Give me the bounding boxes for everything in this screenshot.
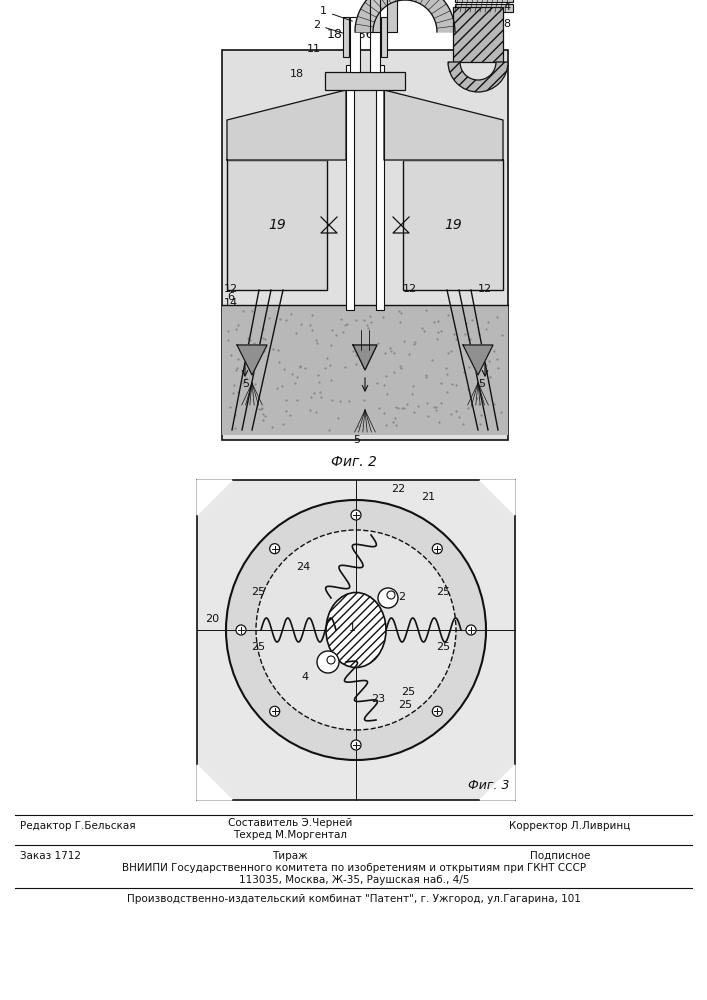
Text: 25: 25 (436, 587, 450, 597)
Text: Техред М.Моргентал: Техред М.Моргентал (233, 830, 347, 840)
Text: Фиг. 2: Фиг. 2 (331, 455, 377, 469)
Circle shape (432, 706, 443, 716)
Text: 19: 19 (268, 218, 286, 232)
Text: 4: 4 (503, 2, 510, 12)
Text: 18: 18 (290, 69, 304, 79)
Text: 1816867: 1816867 (326, 27, 382, 40)
Text: 22: 22 (391, 484, 405, 494)
Polygon shape (355, 0, 455, 32)
Circle shape (256, 530, 456, 730)
Text: 2: 2 (398, 592, 405, 602)
Text: 12: 12 (478, 284, 492, 294)
Text: 6: 6 (227, 292, 234, 302)
Bar (350, 17, 360, 72)
Bar (343, 17, 349, 57)
Text: 25: 25 (436, 642, 450, 652)
Circle shape (351, 510, 361, 520)
Text: 5: 5 (242, 379, 249, 389)
Text: 21: 21 (421, 492, 435, 502)
Text: 113035, Москва, Ж-35, Раушская наб., 4/5: 113035, Москва, Ж-35, Раушская наб., 4/5 (239, 875, 469, 885)
Text: Тираж: Тираж (272, 851, 308, 861)
Polygon shape (227, 90, 346, 160)
Bar (455, 0, 513, 2)
Text: ВНИИПИ Государственного комитета по изобретениям и открытиям при ГКНТ СССР: ВНИИПИ Государственного комитета по изоб… (122, 863, 586, 873)
Text: 1: 1 (320, 6, 352, 21)
Wedge shape (448, 62, 508, 92)
Circle shape (236, 625, 246, 635)
Text: Подписное: Подписное (530, 851, 590, 861)
Text: 4: 4 (301, 672, 308, 682)
Polygon shape (384, 90, 503, 160)
Bar (387, 0, 397, 32)
Bar (381, 17, 387, 57)
Circle shape (317, 651, 339, 673)
Text: 5: 5 (478, 379, 485, 389)
Text: 25: 25 (398, 700, 412, 710)
Text: 2: 2 (313, 20, 344, 33)
Text: 1: 1 (349, 623, 356, 633)
Text: Редактор Г.Бельская: Редактор Г.Бельская (20, 821, 136, 831)
Text: 9: 9 (0, 999, 1, 1000)
Text: 25: 25 (251, 642, 265, 652)
Bar (370, 0, 380, 32)
Text: 11: 11 (307, 44, 321, 54)
Text: 8: 8 (503, 19, 510, 29)
Text: 25: 25 (251, 587, 265, 597)
Polygon shape (197, 765, 232, 800)
Circle shape (327, 656, 335, 664)
Circle shape (226, 500, 486, 760)
Text: 20: 20 (205, 614, 219, 624)
Bar (376, 65, 384, 310)
Polygon shape (480, 765, 515, 800)
Text: Заказ 1712: Заказ 1712 (20, 851, 81, 861)
Bar (222, 305, 508, 435)
Text: 5: 5 (354, 435, 361, 445)
Polygon shape (480, 480, 515, 515)
Text: 12: 12 (403, 284, 417, 294)
Circle shape (432, 544, 443, 554)
Text: 19: 19 (444, 218, 462, 232)
Circle shape (269, 544, 280, 554)
Circle shape (269, 706, 280, 716)
Bar (455, 4, 513, 12)
Circle shape (387, 591, 395, 599)
Bar (222, 50, 508, 440)
Ellipse shape (326, 592, 386, 668)
Bar (370, 17, 380, 72)
Bar (403, 160, 503, 290)
Circle shape (466, 625, 476, 635)
Text: 24: 24 (296, 562, 310, 572)
Text: 23: 23 (371, 694, 385, 704)
Text: Корректор Л.Ливринц: Корректор Л.Ливринц (509, 821, 631, 831)
Text: 25: 25 (401, 687, 415, 697)
Circle shape (351, 740, 361, 750)
Text: 12: 12 (224, 284, 238, 294)
Polygon shape (197, 480, 232, 515)
Circle shape (378, 588, 398, 608)
Bar (346, 65, 354, 310)
Polygon shape (237, 345, 267, 375)
Text: 14: 14 (224, 298, 238, 308)
Text: Производственно-издательский комбинат "Патент", г. Ужгород, ул.Гагарина, 101: Производственно-издательский комбинат "П… (127, 894, 581, 904)
Bar (227, 160, 327, 290)
Bar (197, 480, 515, 800)
Text: Составитель Э.Черней: Составитель Э.Черней (228, 818, 352, 828)
Bar (325, 72, 405, 90)
Polygon shape (353, 345, 377, 370)
Text: Фиг. 3: Фиг. 3 (469, 779, 510, 792)
Bar (453, 7, 503, 62)
Polygon shape (463, 345, 493, 375)
